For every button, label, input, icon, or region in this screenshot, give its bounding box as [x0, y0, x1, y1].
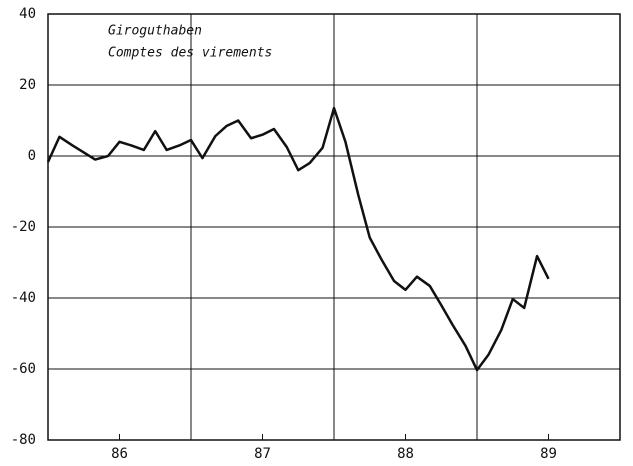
x-tick-label: 89: [540, 446, 557, 462]
x-tick-label: 87: [254, 446, 271, 462]
annotation: Giroguthaben: [108, 24, 202, 39]
data-line: [46, 106, 550, 372]
y-tick-label: 20: [19, 77, 36, 93]
y-tick-label: -60: [11, 361, 36, 377]
y-tick-label: -40: [11, 290, 36, 306]
annotation: Comptes des virements: [108, 46, 272, 61]
x-tick-label: 86: [111, 446, 128, 462]
y-tick-label: 0: [28, 148, 36, 164]
x-tick-label: 88: [397, 446, 414, 462]
y-tick-label: -80: [11, 432, 36, 448]
y-tick-label: 40: [19, 6, 36, 22]
y-tick-label: -20: [11, 219, 36, 235]
